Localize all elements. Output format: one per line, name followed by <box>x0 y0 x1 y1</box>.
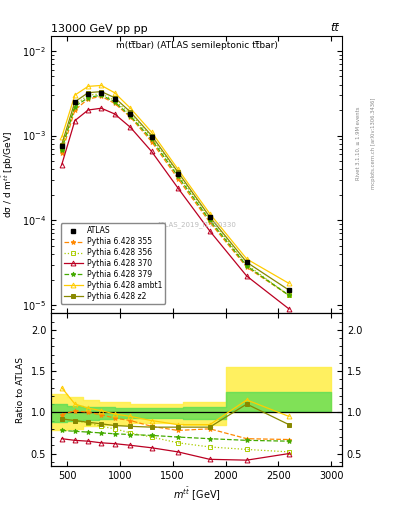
Pythia 6.428 379 <box>244 263 249 269</box>
Text: m(tt̅bar) (ATLAS semileptonic tt̅bar): m(tt̅bar) (ATLAS semileptonic tt̅bar) <box>116 41 277 50</box>
Line: Pythia 6.428 356: Pythia 6.428 356 <box>59 92 292 298</box>
Text: mcplots.cern.ch [arXiv:1306.3436]: mcplots.cern.ch [arXiv:1306.3436] <box>371 98 376 189</box>
Pythia 6.428 ambt1 <box>149 129 154 135</box>
Pythia 6.428 379 <box>286 292 291 298</box>
Pythia 6.428 ambt1 <box>286 281 291 287</box>
ATLAS <box>99 90 104 96</box>
Pythia 6.428 370 <box>112 111 117 117</box>
Pythia 6.428 ambt1 <box>128 105 133 111</box>
ATLAS <box>112 96 117 102</box>
Legend: ATLAS, Pythia 6.428 355, Pythia 6.428 356, Pythia 6.428 370, Pythia 6.428 379, P: ATLAS, Pythia 6.428 355, Pythia 6.428 35… <box>61 223 165 304</box>
Pythia 6.428 ambt1 <box>244 256 249 262</box>
Pythia 6.428 379 <box>112 99 117 105</box>
Pythia 6.428 379 <box>73 103 77 110</box>
Text: Rivet 3.1.10, ≥ 1.9M events: Rivet 3.1.10, ≥ 1.9M events <box>356 106 361 180</box>
ATLAS <box>208 214 212 220</box>
ATLAS <box>59 143 64 149</box>
Pythia 6.428 356 <box>59 145 64 152</box>
Pythia 6.428 379 <box>149 136 154 142</box>
Text: ATLAS_2019_I1750330: ATLAS_2019_I1750330 <box>156 221 237 228</box>
Pythia 6.428 356 <box>128 111 133 117</box>
ATLAS <box>86 91 90 97</box>
Pythia 6.428 ambt1 <box>59 134 64 140</box>
Pythia 6.428 356 <box>286 292 291 298</box>
Pythia 6.428 z2 <box>73 99 77 105</box>
Pythia 6.428 z2 <box>208 214 212 220</box>
Pythia 6.428 370 <box>176 185 180 191</box>
Pythia 6.428 356 <box>244 262 249 268</box>
Pythia 6.428 379 <box>128 113 133 119</box>
Line: Pythia 6.428 ambt1: Pythia 6.428 ambt1 <box>59 83 292 286</box>
Pythia 6.428 z2 <box>149 133 154 139</box>
Pythia 6.428 370 <box>149 148 154 155</box>
Line: Pythia 6.428 z2: Pythia 6.428 z2 <box>59 89 292 292</box>
Pythia 6.428 379 <box>208 217 212 223</box>
Pythia 6.428 355 <box>99 93 104 99</box>
Pythia 6.428 370 <box>128 124 133 131</box>
Y-axis label: Ratio to ATLAS: Ratio to ATLAS <box>16 357 25 422</box>
X-axis label: $m^{t\bar{t}}$ [GeV]: $m^{t\bar{t}}$ [GeV] <box>173 486 220 503</box>
ATLAS <box>244 259 249 265</box>
Pythia 6.428 379 <box>176 173 180 179</box>
Pythia 6.428 370 <box>286 306 291 312</box>
Pythia 6.428 355 <box>112 100 117 106</box>
Pythia 6.428 370 <box>86 107 90 113</box>
ATLAS <box>73 99 77 105</box>
Pythia 6.428 355 <box>149 138 154 144</box>
Line: Pythia 6.428 370: Pythia 6.428 370 <box>59 106 292 311</box>
Pythia 6.428 356 <box>86 92 90 98</box>
Pythia 6.428 355 <box>176 176 180 182</box>
ATLAS <box>176 171 180 177</box>
Text: 13000 GeV pp pp: 13000 GeV pp pp <box>51 24 148 34</box>
Pythia 6.428 ambt1 <box>176 166 180 173</box>
Pythia 6.428 z2 <box>176 169 180 175</box>
Pythia 6.428 355 <box>286 292 291 298</box>
Pythia 6.428 356 <box>73 102 77 108</box>
Pythia 6.428 356 <box>149 134 154 140</box>
Y-axis label: dσ / d m$^{t\bar{t}}$ [pb/GeV]: dσ / d m$^{t\bar{t}}$ [pb/GeV] <box>1 131 17 218</box>
Pythia 6.428 379 <box>59 146 64 153</box>
Pythia 6.428 ambt1 <box>73 92 77 98</box>
Pythia 6.428 370 <box>244 273 249 279</box>
Pythia 6.428 355 <box>244 264 249 270</box>
Pythia 6.428 ambt1 <box>86 83 90 90</box>
Pythia 6.428 379 <box>99 92 104 98</box>
Pythia 6.428 z2 <box>128 109 133 115</box>
ATLAS <box>128 111 133 117</box>
Line: ATLAS: ATLAS <box>59 90 292 292</box>
Pythia 6.428 z2 <box>86 90 90 96</box>
Pythia 6.428 356 <box>112 97 117 103</box>
Pythia 6.428 ambt1 <box>112 90 117 96</box>
Pythia 6.428 ambt1 <box>208 210 212 217</box>
ATLAS <box>286 287 291 293</box>
ATLAS <box>149 134 154 140</box>
Pythia 6.428 355 <box>128 114 133 120</box>
Text: tt̅: tt̅ <box>330 23 339 33</box>
Pythia 6.428 z2 <box>99 89 104 95</box>
Pythia 6.428 355 <box>59 150 64 156</box>
Pythia 6.428 z2 <box>244 259 249 265</box>
Pythia 6.428 370 <box>208 228 212 234</box>
Pythia 6.428 z2 <box>286 287 291 293</box>
Line: Pythia 6.428 355: Pythia 6.428 355 <box>59 94 292 298</box>
Pythia 6.428 z2 <box>59 142 64 148</box>
Pythia 6.428 370 <box>73 118 77 124</box>
Pythia 6.428 356 <box>99 91 104 97</box>
Pythia 6.428 355 <box>208 219 212 225</box>
Pythia 6.428 z2 <box>112 95 117 101</box>
Line: Pythia 6.428 379: Pythia 6.428 379 <box>59 93 292 298</box>
Pythia 6.428 379 <box>86 95 90 101</box>
Pythia 6.428 355 <box>73 107 77 113</box>
Pythia 6.428 370 <box>99 105 104 111</box>
Pythia 6.428 356 <box>208 216 212 222</box>
Pythia 6.428 370 <box>59 162 64 168</box>
Pythia 6.428 356 <box>176 171 180 177</box>
Pythia 6.428 ambt1 <box>99 82 104 89</box>
Pythia 6.428 355 <box>86 96 90 102</box>
